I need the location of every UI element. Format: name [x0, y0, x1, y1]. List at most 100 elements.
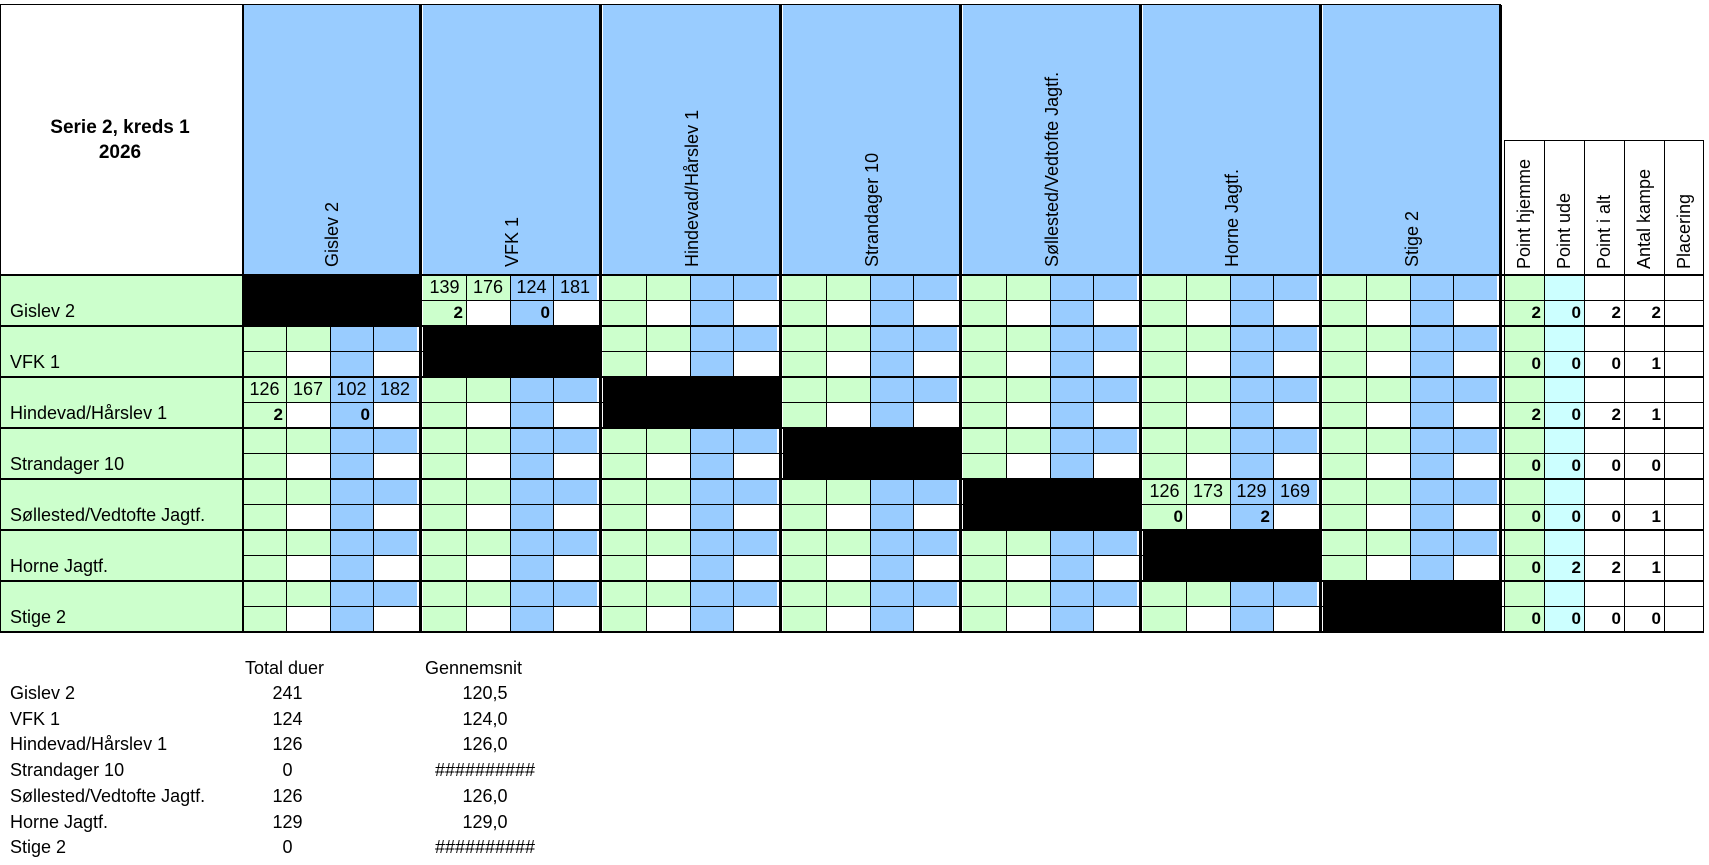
points-cell[interactable] — [286, 454, 330, 479]
points-cell[interactable] — [1186, 505, 1230, 530]
points-cell[interactable]: 0 — [510, 301, 553, 326]
score-cell[interactable] — [1273, 581, 1317, 606]
score-cell[interactable] — [466, 428, 510, 453]
points-cell[interactable] — [330, 556, 373, 581]
score-cell[interactable] — [1006, 275, 1050, 300]
score-cell[interactable] — [1453, 479, 1497, 504]
points-cell[interactable] — [243, 454, 286, 479]
points-cell[interactable]: 2 — [423, 301, 466, 326]
points-cell[interactable] — [1453, 454, 1497, 479]
score-cell[interactable]: 176 — [466, 275, 510, 300]
points-cell[interactable] — [690, 301, 733, 326]
points-cell[interactable] — [1006, 607, 1050, 632]
score-cell[interactable] — [690, 275, 733, 300]
points-cell[interactable]: 2 — [243, 403, 286, 428]
score-cell[interactable] — [330, 326, 373, 351]
score-cell[interactable] — [553, 377, 597, 402]
score-cell[interactable] — [553, 581, 597, 606]
score-cell[interactable] — [913, 275, 957, 300]
points-cell[interactable] — [286, 403, 330, 428]
points-cell[interactable] — [510, 556, 553, 581]
score-cell[interactable] — [783, 479, 826, 504]
points-cell[interactable] — [1006, 556, 1050, 581]
points-cell[interactable] — [1006, 403, 1050, 428]
score-cell[interactable] — [1273, 428, 1317, 453]
points-cell[interactable] — [466, 505, 510, 530]
points-cell[interactable] — [1143, 301, 1186, 326]
points-cell[interactable] — [1230, 403, 1273, 428]
score-cell[interactable] — [783, 581, 826, 606]
points-cell[interactable] — [1366, 505, 1410, 530]
points-cell[interactable] — [783, 505, 826, 530]
score-cell[interactable] — [1273, 326, 1317, 351]
points-cell[interactable] — [870, 301, 913, 326]
points-cell[interactable] — [870, 556, 913, 581]
score-cell[interactable] — [1410, 479, 1453, 504]
score-cell[interactable] — [1453, 428, 1497, 453]
points-cell[interactable] — [963, 556, 1006, 581]
score-cell[interactable] — [826, 581, 870, 606]
points-cell[interactable] — [1006, 454, 1050, 479]
points-cell[interactable] — [826, 352, 870, 377]
points-cell[interactable] — [286, 505, 330, 530]
points-cell[interactable] — [1093, 454, 1137, 479]
points-cell[interactable] — [243, 556, 286, 581]
points-cell[interactable] — [733, 505, 777, 530]
points-cell[interactable] — [783, 556, 826, 581]
points-cell[interactable] — [1410, 352, 1453, 377]
points-cell[interactable] — [1410, 505, 1453, 530]
score-cell[interactable] — [1453, 377, 1497, 402]
points-cell[interactable] — [1230, 352, 1273, 377]
score-cell[interactable]: 173 — [1186, 479, 1230, 504]
points-cell[interactable] — [286, 352, 330, 377]
score-cell[interactable] — [603, 581, 646, 606]
points-cell[interactable] — [1323, 505, 1366, 530]
points-cell[interactable] — [1230, 454, 1273, 479]
points-cell[interactable] — [963, 607, 1006, 632]
points-cell[interactable] — [1366, 301, 1410, 326]
score-cell[interactable] — [963, 377, 1006, 402]
score-cell[interactable] — [733, 326, 777, 351]
score-cell[interactable] — [1006, 581, 1050, 606]
points-cell[interactable] — [553, 607, 597, 632]
points-cell[interactable] — [466, 454, 510, 479]
points-cell[interactable] — [733, 556, 777, 581]
score-cell[interactable] — [243, 326, 286, 351]
points-cell[interactable] — [1453, 301, 1497, 326]
score-cell[interactable] — [330, 428, 373, 453]
points-cell[interactable] — [1143, 454, 1186, 479]
score-cell[interactable] — [1006, 530, 1050, 555]
score-cell[interactable] — [1050, 581, 1093, 606]
score-cell[interactable] — [553, 530, 597, 555]
score-cell[interactable] — [243, 428, 286, 453]
score-cell[interactable] — [1093, 326, 1137, 351]
points-cell[interactable] — [603, 454, 646, 479]
points-cell[interactable] — [1366, 454, 1410, 479]
points-cell[interactable] — [1186, 403, 1230, 428]
score-cell[interactable] — [913, 581, 957, 606]
points-cell[interactable] — [783, 352, 826, 377]
score-cell[interactable] — [733, 530, 777, 555]
points-cell[interactable] — [1366, 403, 1410, 428]
points-cell[interactable] — [690, 607, 733, 632]
points-cell[interactable] — [1453, 505, 1497, 530]
points-cell[interactable] — [603, 352, 646, 377]
points-cell[interactable] — [373, 454, 417, 479]
points-cell[interactable] — [646, 301, 690, 326]
score-cell[interactable] — [373, 530, 417, 555]
score-cell[interactable] — [553, 479, 597, 504]
score-cell[interactable] — [1186, 428, 1230, 453]
score-cell[interactable] — [1410, 275, 1453, 300]
points-cell[interactable] — [466, 403, 510, 428]
points-cell[interactable] — [330, 607, 373, 632]
points-cell[interactable] — [510, 607, 553, 632]
points-cell[interactable] — [243, 607, 286, 632]
points-cell[interactable] — [603, 301, 646, 326]
points-cell[interactable] — [963, 403, 1006, 428]
score-cell[interactable] — [1366, 377, 1410, 402]
points-cell[interactable] — [1186, 607, 1230, 632]
score-cell[interactable] — [1186, 377, 1230, 402]
points-cell[interactable] — [423, 556, 466, 581]
points-cell[interactable] — [1273, 403, 1317, 428]
points-cell[interactable] — [243, 352, 286, 377]
